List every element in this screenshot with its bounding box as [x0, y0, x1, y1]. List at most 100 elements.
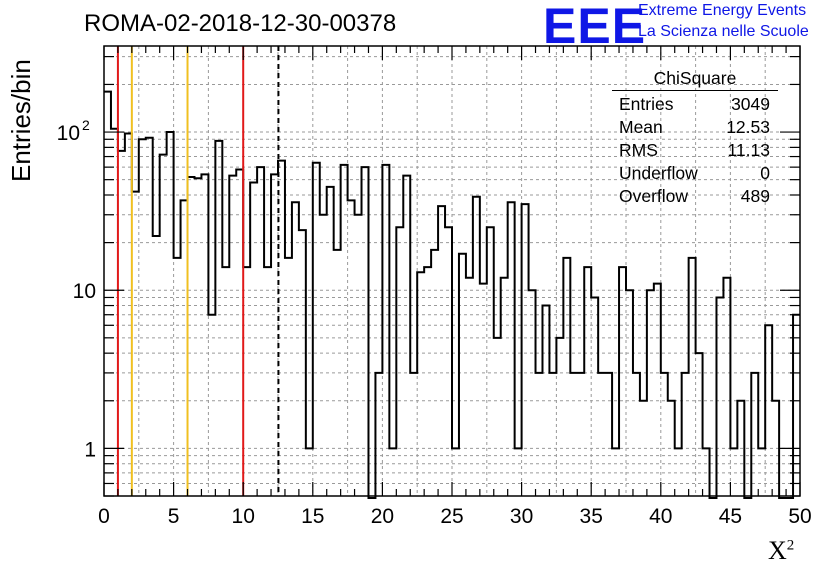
histogram-bin	[577, 373, 584, 496]
histogram-bin	[584, 267, 591, 496]
x-tick-label: 30	[510, 505, 533, 528]
histogram-bin	[696, 353, 703, 496]
stats-value: 3049	[731, 94, 770, 114]
histogram-bin	[160, 155, 167, 496]
histogram-bin	[480, 284, 487, 496]
histogram-bin	[118, 151, 125, 496]
histogram-bin	[201, 174, 208, 496]
stats-title: ChiSquare	[612, 68, 778, 91]
histogram-bin	[619, 267, 626, 496]
histogram-bin	[313, 163, 320, 496]
histogram-bin	[765, 325, 772, 496]
stats-value: 11.13	[727, 140, 771, 160]
histogram-bin	[327, 187, 334, 496]
histogram-bin	[132, 192, 139, 496]
histogram-bin	[208, 315, 215, 496]
histogram-bin	[292, 202, 299, 496]
histogram-bin	[689, 258, 696, 496]
histogram-bin	[556, 338, 563, 496]
histogram-bin	[375, 373, 382, 496]
x-tick-label: 45	[719, 505, 742, 528]
histogram-outline	[104, 90, 800, 499]
histogram-bin	[222, 267, 229, 496]
histogram-bin	[389, 448, 396, 496]
histogram-bin	[633, 373, 640, 496]
histogram-bin	[494, 338, 501, 496]
stats-label: Underflow	[619, 163, 698, 183]
histogram-bin	[410, 373, 417, 496]
histogram-bin	[215, 141, 222, 496]
histogram-bin	[751, 373, 758, 496]
stats-value: 12.53	[726, 117, 770, 137]
stats-value: 489	[740, 186, 770, 206]
histogram-bin	[229, 176, 236, 496]
histogram-bin	[236, 169, 243, 496]
histogram-bin	[299, 230, 306, 496]
histogram-bin	[194, 178, 201, 496]
histogram-bin	[424, 267, 431, 496]
stats-value: 0	[760, 163, 770, 183]
stats-label: Overflow	[619, 186, 689, 206]
histogram-bin	[598, 373, 605, 496]
histogram-bin	[348, 200, 355, 496]
histogram-bin	[675, 448, 682, 496]
histogram-bin	[111, 129, 118, 496]
x-tick-label: 20	[371, 505, 394, 528]
y-tick-label: 10	[57, 122, 80, 145]
histogram-bin	[403, 176, 410, 496]
histogram-bin	[153, 236, 160, 496]
histogram-bin	[271, 174, 278, 496]
histogram-bin	[612, 448, 619, 496]
histogram-bin	[591, 297, 598, 496]
histogram-bin	[466, 278, 473, 496]
histogram-bin	[536, 373, 543, 496]
histogram-bin	[529, 290, 536, 496]
histogram-bin	[250, 182, 257, 496]
marker-lines	[116, 46, 280, 496]
histogram-bin	[174, 258, 181, 496]
histogram-bin	[382, 165, 389, 496]
histogram-bin	[682, 373, 689, 496]
histogram-bin	[334, 250, 341, 496]
histogram-bin	[355, 215, 362, 496]
y-axis-label: Entries/bin	[6, 59, 36, 182]
x-tick-label: 10	[232, 505, 255, 528]
histogram-bin	[522, 204, 529, 496]
histogram-bin	[320, 215, 327, 496]
chart-title: ROMA-02-2018-12-30-00378	[84, 10, 397, 37]
histogram-bin	[146, 138, 153, 496]
histogram-bin	[181, 200, 188, 496]
histogram-bin	[445, 227, 452, 496]
axis-ticks	[103, 46, 801, 497]
histogram-bin	[605, 373, 612, 496]
histogram-bin	[758, 448, 765, 496]
x-tick-label: 5	[168, 505, 180, 528]
x-tick-label: 0	[98, 505, 110, 528]
histogram-bin	[167, 132, 174, 496]
histogram-bin	[626, 290, 633, 496]
histogram-bin	[737, 401, 744, 496]
stats-row: Entries 3049	[612, 93, 778, 116]
x-axis-label: X2	[768, 536, 794, 566]
histogram-bin	[563, 258, 570, 496]
histogram-bin	[501, 278, 508, 496]
histogram-bin	[188, 177, 195, 496]
y-tick-label: 1	[84, 438, 96, 461]
histogram-bin	[306, 448, 313, 496]
histogram-bin	[542, 306, 549, 496]
y-tick-label: 10	[73, 280, 96, 303]
histogram-bin	[362, 167, 369, 496]
histogram-bin	[515, 448, 522, 496]
histogram-bin	[487, 227, 494, 496]
eee-tagline-1: Extreme Energy Events	[638, 2, 807, 19]
histogram-bin	[654, 284, 661, 496]
histogram-bin	[730, 448, 737, 496]
histogram-bin	[716, 297, 723, 496]
histogram-bin	[793, 315, 800, 496]
histogram-bin	[772, 401, 779, 496]
x-tick-label: 35	[580, 505, 603, 528]
histogram-bin	[125, 133, 132, 496]
histogram-bin	[459, 254, 466, 496]
stats-row: RMS 11.13	[612, 139, 778, 162]
